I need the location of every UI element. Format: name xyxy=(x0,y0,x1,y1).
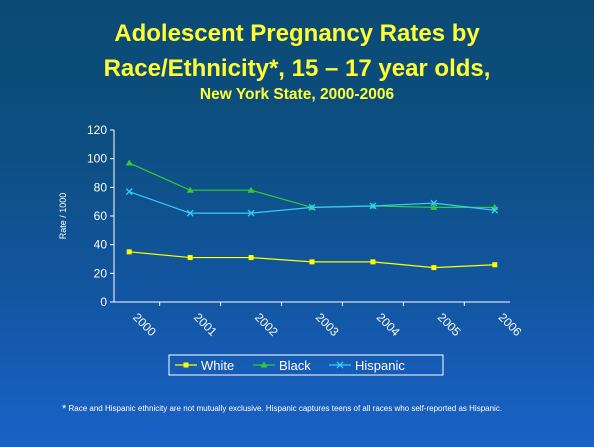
series-line-hispanic xyxy=(129,191,495,214)
data-point-hispanic xyxy=(186,209,194,217)
footnote-text: Race and Hispanic ethnicity are not mutu… xyxy=(66,404,503,413)
legend-label-black: Black xyxy=(279,358,311,373)
data-point-black xyxy=(186,186,194,193)
data-point-black xyxy=(247,186,255,193)
x-tick-label: 2003 xyxy=(313,310,342,339)
chart-legend: White Black Hispanic xyxy=(168,354,444,376)
data-point-white xyxy=(492,262,498,268)
x-tick-label: 2005 xyxy=(435,310,464,339)
line-chart: 0 20 40 60 80 100 120 2000 2001 2002 2003 2004 2005 2… xyxy=(58,123,525,376)
data-point-black xyxy=(125,159,133,166)
legend-marker-white xyxy=(183,362,189,368)
data-point-black xyxy=(430,203,438,210)
series-hispanic xyxy=(125,188,499,217)
data-point-hispanic xyxy=(125,188,133,196)
legend-label-white: White xyxy=(201,358,234,373)
data-point-white xyxy=(126,249,132,255)
data-point-hispanic xyxy=(247,209,255,217)
y-tick-label: 0 xyxy=(100,295,107,309)
data-point-hispanic xyxy=(369,202,377,210)
y-tick-label: 80 xyxy=(94,180,108,194)
series-white xyxy=(126,249,498,271)
x-tick-label: 2006 xyxy=(496,310,525,339)
data-point-hispanic xyxy=(491,206,499,214)
y-tick-label: 20 xyxy=(94,266,108,280)
x-tick-label: 2004 xyxy=(374,310,403,339)
data-point-white xyxy=(370,259,376,265)
data-point-white xyxy=(248,255,254,261)
chart-series xyxy=(125,159,499,271)
data-point-white xyxy=(187,255,193,261)
y-tick-label: 40 xyxy=(94,238,108,252)
y-tick-label: 120 xyxy=(87,123,107,137)
footnote: * Race and Hispanic ethnicity are not mu… xyxy=(62,403,562,415)
data-point-white xyxy=(431,265,437,271)
series-line-black xyxy=(128,162,495,209)
x-tick-label: 2001 xyxy=(191,310,220,339)
chart-title-line2: Race/Ethnicity*, 15 – 17 year olds, xyxy=(103,55,491,82)
x-tick-label: 2002 xyxy=(252,310,281,339)
legend-marker-black xyxy=(260,361,268,368)
chart-title-line1: Adolescent Pregnancy Rates by xyxy=(114,20,480,47)
legend-box xyxy=(168,354,444,376)
data-point-white xyxy=(309,259,315,265)
y-tick-label: 60 xyxy=(94,209,108,223)
chart-subtitle: New York State, 2000-2006 xyxy=(199,86,395,103)
legend-label-hispanic: Hispanic xyxy=(355,358,405,373)
data-point-hispanic xyxy=(308,203,316,211)
y-tick-label: 100 xyxy=(87,152,107,166)
data-point-hispanic xyxy=(430,199,438,207)
series-black xyxy=(125,159,499,210)
footnote-marker: * xyxy=(62,403,67,415)
y-axis-label: Rate / 1000 xyxy=(58,193,68,240)
x-tick-label: 2000 xyxy=(130,310,159,339)
legend-marker-hispanic xyxy=(336,361,344,369)
chart-axes: 0 20 40 60 80 100 120 2000 2001 2002 2003 2004 2005 2… xyxy=(58,123,525,339)
